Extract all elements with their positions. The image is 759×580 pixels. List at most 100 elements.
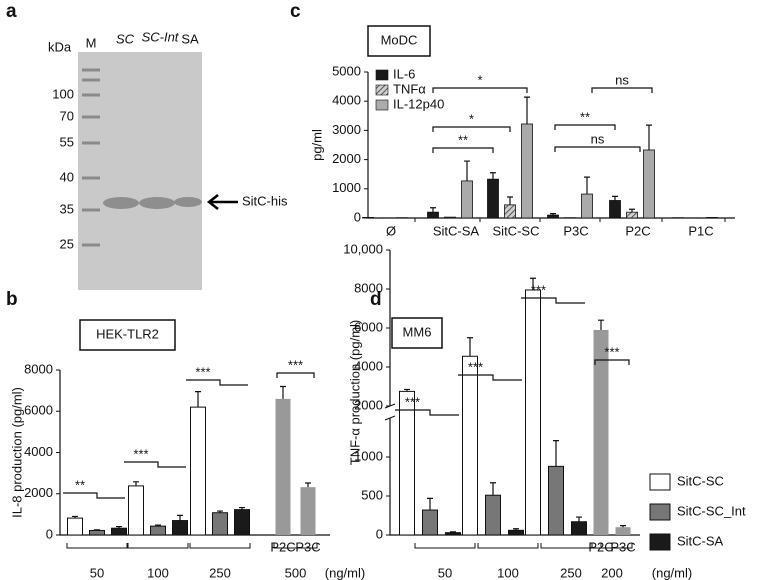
significance-label: ns [591, 131, 605, 146]
bar [521, 123, 533, 219]
y-tick-label: 4000 [24, 444, 53, 459]
legend-label: SitC-SC_Int [677, 503, 746, 518]
y-tick-label: 1000 [332, 180, 361, 195]
title-box [391, 317, 443, 349]
significance-bracket [395, 409, 459, 416]
gel-unit: kDa [48, 39, 72, 54]
significance-bracket [591, 87, 653, 93]
significance-label: *** [195, 364, 210, 379]
error-bar [133, 481, 139, 486]
significance-label: *** [604, 344, 619, 359]
y-tick-label: 0 [354, 209, 361, 224]
bar [461, 180, 473, 219]
x-tick-label: 250 [209, 565, 231, 580]
error-bar [116, 525, 122, 529]
legend-label: TNFα [393, 81, 426, 96]
chart-title: MoDC [381, 32, 418, 47]
y-tick-label: 8000 [354, 280, 383, 295]
gel-bands [103, 197, 202, 209]
error-bar [155, 524, 161, 527]
bar [111, 527, 127, 536]
y-tick-label: 0 [46, 526, 53, 541]
marker-label: 35 [60, 201, 74, 216]
band-label: SitC-his [242, 193, 288, 208]
group-bracket [189, 543, 251, 549]
significance-bracket [276, 372, 315, 378]
group-bracket [540, 543, 602, 549]
bar [150, 525, 166, 536]
significance-label: *** [531, 282, 546, 297]
error-bar [467, 337, 473, 357]
x-tick-label: 100 [147, 565, 169, 580]
y-axis-label: pg/ml [309, 129, 324, 161]
bar [445, 532, 461, 536]
bar [128, 485, 144, 536]
error-bar [576, 516, 582, 522]
error-bar [217, 510, 223, 513]
lane-label: SC [116, 31, 135, 46]
x-tick-label: P2C [625, 223, 650, 238]
significance-label: *** [405, 394, 420, 409]
error-bar [177, 514, 183, 521]
bar [706, 217, 718, 219]
ladder [82, 68, 100, 247]
control-bar [275, 398, 291, 535]
error-bar [464, 160, 470, 181]
significance-bracket [458, 374, 522, 381]
bar [626, 211, 638, 219]
error-bar [584, 176, 590, 195]
significance-label: ** [580, 109, 590, 124]
bar [89, 529, 105, 536]
significance-label: ns [615, 72, 629, 87]
error-bar [629, 208, 635, 213]
marker-label: 25 [60, 236, 74, 251]
marker-label: 100 [52, 86, 74, 101]
error-bar [280, 385, 286, 399]
bar [487, 178, 499, 219]
error-bar [524, 96, 530, 124]
error-bar [507, 196, 513, 205]
bar [444, 216, 456, 219]
y-tick-label: 2000 [332, 151, 361, 166]
lane-label: SA [181, 31, 199, 46]
y-tick-label: 2000 [354, 397, 383, 412]
legend-swatch [375, 99, 389, 111]
group-bracket [273, 543, 318, 549]
bar [234, 509, 250, 536]
chart-title: MM6 [403, 324, 432, 339]
y-tick-label: 0 [376, 526, 383, 541]
marker-label: 55 [60, 134, 74, 149]
y-axis-label: IL-8 production (pg/ml) [9, 387, 24, 518]
bar [525, 289, 541, 536]
title-box [79, 319, 176, 351]
panel-label: a [6, 1, 17, 22]
error-bar [305, 482, 311, 488]
legend-swatch [649, 503, 671, 521]
x-tick-label: 50 [90, 565, 104, 580]
y-tick-label: 3000 [332, 122, 361, 137]
y-tick-label: 6000 [24, 403, 53, 418]
error-bar [620, 525, 626, 528]
x-tick-label: 50 [438, 565, 452, 580]
bar [609, 200, 621, 219]
y-tick-label: 1000 [354, 448, 383, 463]
error-bar [530, 277, 536, 290]
x-unit: (ng/ml) [652, 565, 692, 580]
error-bar [450, 531, 456, 533]
legend-swatch [649, 473, 671, 491]
significance-label: ** [458, 132, 468, 147]
panel-label: c [290, 1, 301, 22]
significance-label: *** [288, 357, 303, 372]
legend-label: IL-6 [393, 66, 415, 81]
bar [548, 465, 564, 536]
x-tick-label: 500 [285, 565, 307, 580]
significance-bracket [63, 492, 125, 499]
error-bar [550, 213, 556, 216]
significance-label: *** [468, 359, 483, 374]
group-bracket [66, 543, 128, 549]
bar [508, 529, 524, 536]
x-tick-label: Ø [386, 223, 396, 238]
y-tick-label: 10,000 [343, 241, 383, 256]
error-bar [646, 124, 652, 150]
bar [581, 193, 593, 219]
